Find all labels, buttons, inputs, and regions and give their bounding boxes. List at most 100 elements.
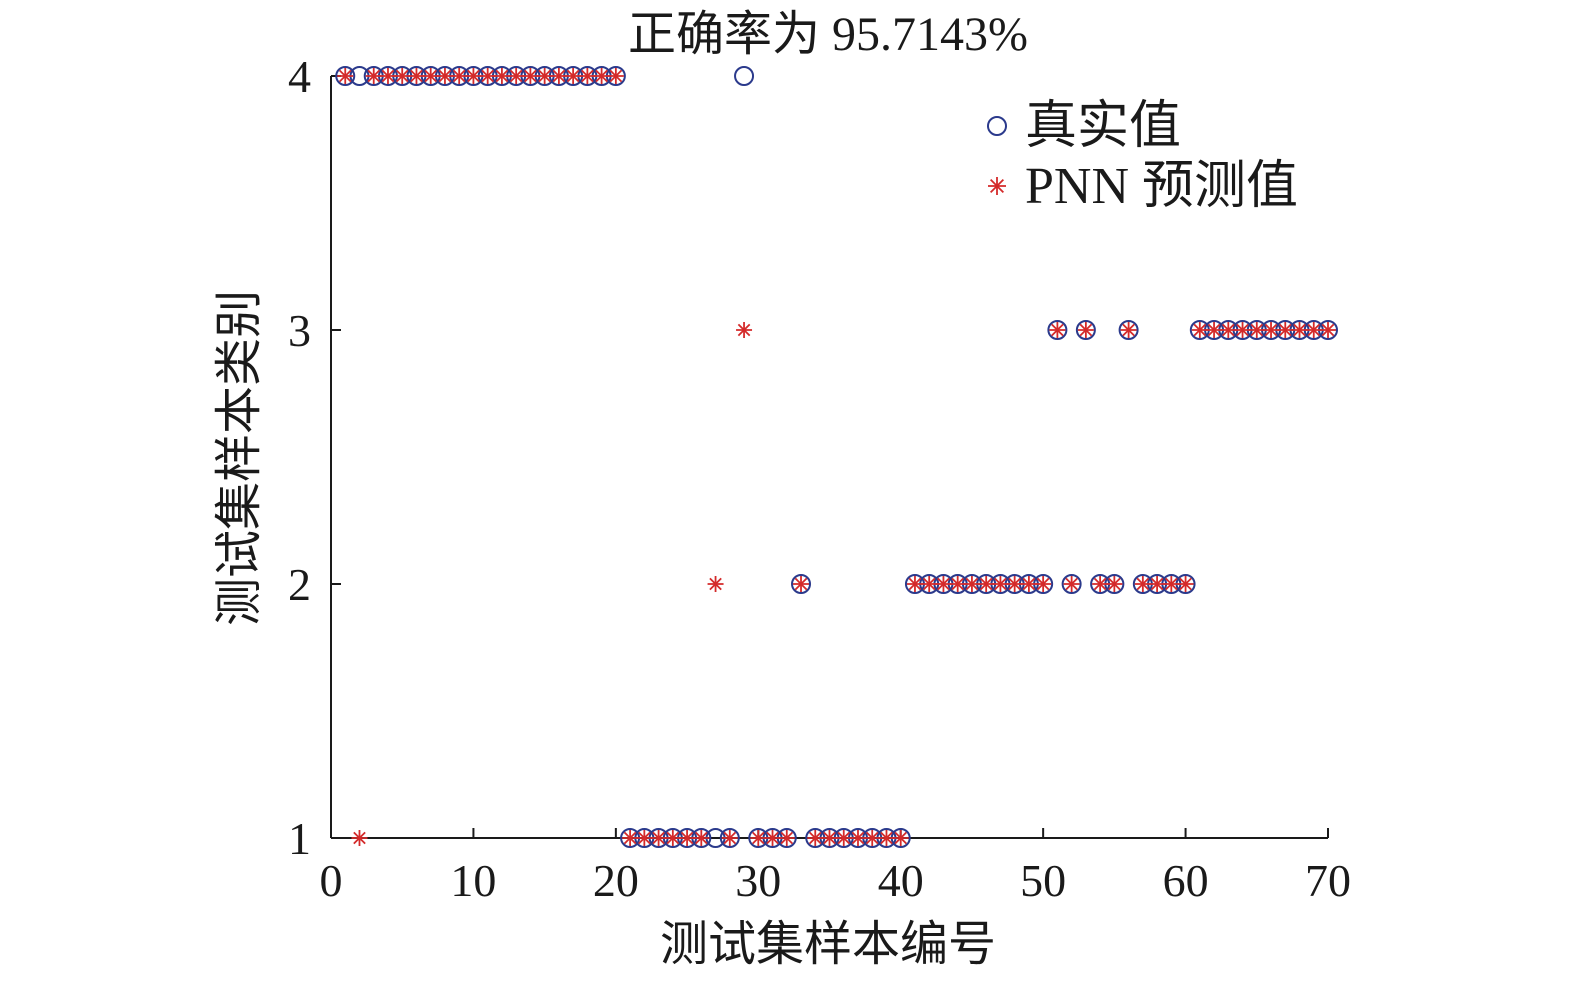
x-tick-label: 70 [1305, 855, 1351, 906]
true-value-point [1061, 574, 1082, 594]
legend: 真实值 PNN 预测值 [987, 98, 1298, 215]
predicted-value-point [1248, 322, 1265, 338]
chart-title: 正确率为 95.7143% [628, 8, 1028, 61]
predicted-value-point [949, 576, 966, 592]
predicted-value-point [1291, 322, 1308, 338]
predicted-value-point [864, 830, 881, 846]
predicted-value-point [1020, 576, 1037, 592]
predicted-value-point [1063, 576, 1080, 592]
predicted-value-point [1234, 322, 1251, 338]
predicted-value-point [849, 830, 866, 846]
predicted-value-point [878, 830, 895, 846]
predicted-value-point [978, 576, 995, 592]
predicted-value-point [565, 68, 582, 84]
x-tick-label: 10 [450, 855, 496, 906]
predicted-value-point [821, 830, 838, 846]
predicted-value-point [1206, 322, 1223, 338]
predicted-value-point [1320, 322, 1336, 338]
predicted-value-point [807, 830, 824, 846]
predicted-value-point [451, 68, 468, 84]
predicted-value-point [1277, 322, 1294, 338]
predicted-value-point [921, 576, 938, 592]
predicted-value-point [379, 68, 396, 84]
predicted-value-point [479, 68, 496, 84]
true-value-point [719, 828, 740, 848]
predicted-value-point [1191, 322, 1208, 338]
predicted-value-point [1106, 576, 1123, 592]
x-axis-ticks: 0 10 20 30 40 50 60 70 [320, 828, 1351, 906]
predicted-value-point [1049, 322, 1066, 338]
true-value-point [335, 66, 356, 86]
y-axis-label: 测试集样本类别 [213, 290, 266, 626]
predicted-value-point [1149, 576, 1166, 592]
x-axis-label: 测试集样本编号 [660, 918, 996, 971]
y-tick-label: 3 [288, 305, 311, 356]
x-tick-label: 40 [878, 855, 924, 906]
predicted-value-point [636, 830, 653, 846]
legend-marker-circle [987, 116, 1007, 136]
predicted-value-point [793, 576, 810, 592]
predicted-value-point [1006, 576, 1023, 592]
predicted-value-point [522, 68, 539, 84]
x-tick-label: 60 [1163, 855, 1209, 906]
predicted-value-point [1305, 322, 1322, 338]
predicted-value-point [764, 830, 781, 846]
y-tick-label: 2 [288, 559, 311, 610]
predicted-value-point [1163, 576, 1180, 592]
predicted-value-point [607, 68, 624, 84]
true-value-point [1118, 320, 1139, 340]
predicted-value-point [436, 68, 453, 84]
predicted-value-point [351, 830, 368, 846]
y-tick-label: 4 [288, 51, 311, 102]
legend-asterisk-shape [988, 177, 1006, 195]
predicted-value-point [1177, 576, 1194, 592]
legend-label-pred: PNN 预测值 [1025, 158, 1298, 215]
predicted-value-point [337, 68, 354, 84]
predicted-value-point [593, 68, 610, 84]
predicted-value-point [465, 68, 482, 84]
predicted-value-point [679, 830, 696, 846]
predicted-value-point [1134, 576, 1151, 592]
predicted-value-point [721, 830, 738, 846]
data-markers [335, 66, 1338, 848]
predicted-value-point [963, 576, 980, 592]
predicted-value-point [693, 830, 710, 846]
predicted-value-point [550, 68, 567, 84]
predicted-value-point [622, 830, 639, 846]
predicted-value-point [1120, 322, 1137, 338]
y-axis-ticks: 1 2 3 4 [288, 51, 341, 864]
y-tick-label: 1 [288, 813, 311, 864]
predicted-value-point [579, 68, 596, 84]
x-tick-label: 50 [1020, 855, 1066, 906]
predicted-value-point [508, 68, 525, 84]
predicted-value-point [493, 68, 510, 84]
predicted-value-point [778, 830, 795, 846]
legend-marker-asterisk [988, 177, 1006, 195]
predicted-value-point [750, 830, 767, 846]
predicted-value-point [1035, 576, 1052, 592]
predicted-value-point [892, 830, 909, 846]
predicted-value-point [835, 830, 852, 846]
x-tick-label: 0 [320, 855, 343, 906]
predicted-value-point [394, 68, 411, 84]
predicted-value-point [422, 68, 439, 84]
predicted-value-point [536, 68, 553, 84]
predicted-value-point [650, 830, 667, 846]
predicted-value-point [736, 322, 753, 338]
predicted-value-point [1220, 322, 1237, 338]
true-value-point [791, 574, 812, 594]
predicted-value-point [992, 576, 1009, 592]
true-value-point [1047, 320, 1068, 340]
x-tick-label: 20 [593, 855, 639, 906]
predicted-value-point [935, 576, 952, 592]
predicted-value-point [707, 576, 724, 592]
predicted-value-point [1077, 322, 1094, 338]
predicted-value-point [408, 68, 425, 84]
predicted-value-point [664, 830, 681, 846]
true-value-point [734, 66, 755, 86]
x-tick-label: 30 [735, 855, 781, 906]
predicted-value-point [906, 576, 923, 592]
true-value-point [1075, 320, 1096, 340]
predicted-value-point [365, 68, 382, 84]
